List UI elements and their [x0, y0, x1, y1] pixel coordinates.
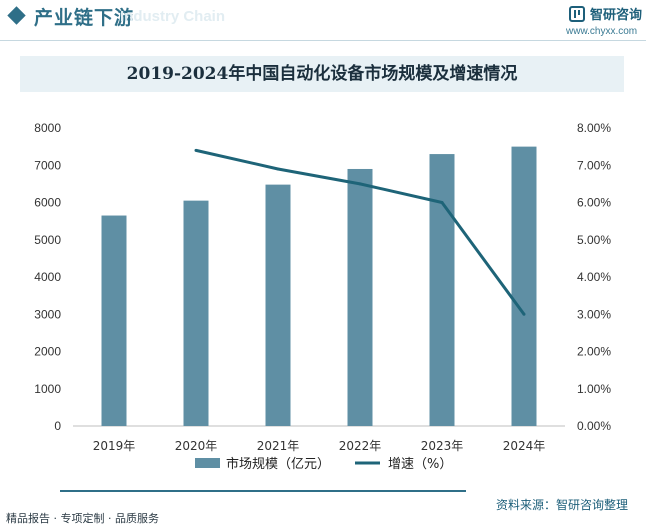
growth-point-2022年: [358, 182, 362, 186]
chart-title: 2019-2024年中国自动化设备市场规模及增速情况: [126, 64, 518, 84]
bar-2020年: [183, 200, 209, 426]
x-tick-label: 2023年: [421, 439, 464, 453]
y-right-tick-label: 5.00%: [577, 233, 611, 247]
brand-logo-icon: [569, 6, 585, 22]
watermark-text: Industry Chain: [120, 8, 226, 25]
y-right-tick-label: 6.00%: [577, 196, 611, 210]
brand-url[interactable]: www.chyxx.com: [566, 26, 638, 37]
y-right-tick-label: 4.00%: [577, 270, 611, 284]
growth-point-2023年: [440, 201, 444, 204]
legend-line-label: 增速（%）: [388, 457, 452, 472]
bar-2019年: [101, 215, 127, 426]
x-tick-label: 2019年: [93, 439, 136, 453]
y-right-tick-label: 7.00%: [577, 158, 611, 172]
x-tick-label: 2022年: [339, 439, 382, 453]
footer-tagline: 精品报告 · 专项定制 · 品质服务: [6, 512, 159, 525]
growth-point-2021年: [276, 167, 280, 171]
y-left-tick-label: 2000: [34, 345, 61, 359]
footer-divider: [60, 490, 466, 492]
y-left-tick-label: 1000: [34, 382, 61, 396]
y-left-tick-label: 3000: [34, 307, 61, 321]
x-tick-label: 2021年: [257, 439, 300, 453]
y-right-tick-label: 1.00%: [577, 382, 611, 396]
bar-2024年: [511, 146, 537, 426]
y-left-tick-label: 6000: [34, 196, 61, 210]
x-tick-label: 2024年: [503, 439, 546, 453]
diamond-icon: [7, 6, 26, 25]
y-left-tick-label: 4000: [34, 270, 61, 284]
chart: 0 1000 2000 3000 4000 5000 6000 7000 8000 0.00% 1.…: [34, 121, 611, 472]
header-divider: [0, 40, 646, 41]
source-note: 资料来源：智研咨询整理: [496, 498, 629, 512]
legend-bar-swatch: [195, 458, 220, 468]
y-left-tick-label: 7000: [34, 158, 61, 172]
y-right-tick-label: 3.00%: [577, 307, 611, 321]
page-header: 产业链下游 Industry Chain 智研咨询 www.chyxx.com: [0, 0, 646, 40]
chart-title-band: 2019-2024年中国自动化设备市场规模及增速情况: [20, 56, 624, 92]
legend-bar-label: 市场规模（亿元）: [226, 456, 330, 472]
brand-name: 智研咨询: [590, 8, 643, 23]
x-tick-label: 2020年: [175, 439, 218, 453]
growth-point-2020年: [194, 148, 198, 152]
y-right-tick-label: 0.00%: [577, 419, 611, 433]
y-left-tick-label: 8000: [34, 121, 61, 135]
bar-2021年: [265, 184, 291, 426]
section-title: 产业链下游: [34, 7, 135, 29]
bar-2022年: [347, 168, 373, 426]
growth-point-2024年: [522, 312, 526, 316]
y-right-tick-label: 8.00%: [577, 121, 611, 135]
y-right-tick-label: 2.00%: [577, 345, 611, 359]
y-left-tick-label: 0: [54, 419, 61, 433]
y-left-tick-label: 5000: [34, 233, 61, 247]
bar-2023年: [429, 154, 455, 426]
